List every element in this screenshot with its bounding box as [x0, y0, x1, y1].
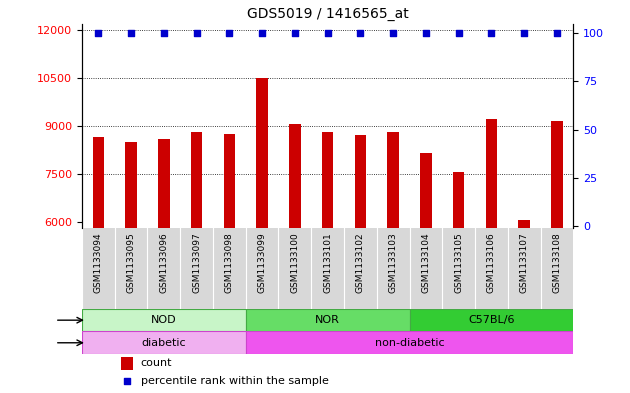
- Bar: [246, 309, 410, 331]
- Text: GSM1133102: GSM1133102: [356, 232, 365, 293]
- Bar: [93, 137, 104, 228]
- Text: GSM1133101: GSM1133101: [323, 232, 332, 293]
- Text: GSM1133097: GSM1133097: [192, 232, 201, 293]
- Point: [93, 30, 103, 36]
- Bar: [410, 309, 573, 331]
- Point: [421, 30, 431, 36]
- Bar: [191, 132, 202, 228]
- Text: GSM1133105: GSM1133105: [454, 232, 463, 293]
- Text: GSM1133104: GSM1133104: [421, 232, 430, 293]
- Text: NOD: NOD: [151, 315, 176, 325]
- Bar: [82, 331, 246, 354]
- Text: GSM1133099: GSM1133099: [258, 232, 266, 293]
- Bar: [322, 132, 333, 228]
- Text: GSM1133094: GSM1133094: [94, 232, 103, 293]
- Point: [323, 30, 333, 36]
- Point: [486, 30, 496, 36]
- Text: percentile rank within the sample: percentile rank within the sample: [141, 376, 329, 386]
- Bar: [518, 220, 530, 228]
- Bar: [121, 356, 134, 370]
- Text: non-diabetic: non-diabetic: [375, 338, 444, 348]
- Point: [454, 30, 464, 36]
- Text: NOR: NOR: [315, 315, 340, 325]
- Text: GSM1133095: GSM1133095: [127, 232, 135, 293]
- Bar: [125, 142, 137, 228]
- Text: GSM1133100: GSM1133100: [290, 232, 299, 293]
- Bar: [289, 124, 301, 228]
- Point: [126, 30, 136, 36]
- Point: [388, 30, 398, 36]
- Bar: [246, 331, 573, 354]
- Text: GSM1133096: GSM1133096: [159, 232, 168, 293]
- Bar: [224, 134, 235, 228]
- Bar: [420, 153, 432, 228]
- Text: GSM1133106: GSM1133106: [487, 232, 496, 293]
- Text: GSM1133103: GSM1133103: [389, 232, 398, 293]
- Bar: [387, 132, 399, 228]
- Text: GSM1133108: GSM1133108: [553, 232, 561, 293]
- Point: [290, 30, 300, 36]
- Bar: [158, 139, 169, 228]
- Text: count: count: [141, 358, 173, 368]
- Text: diabetic: diabetic: [142, 338, 186, 348]
- Text: C57BL/6: C57BL/6: [468, 315, 515, 325]
- Point: [224, 30, 234, 36]
- Bar: [551, 121, 563, 228]
- Point: [552, 30, 562, 36]
- Point: [355, 30, 365, 36]
- Bar: [256, 78, 268, 228]
- Bar: [82, 309, 246, 331]
- Bar: [355, 136, 366, 228]
- Point: [159, 30, 169, 36]
- Text: GSM1133098: GSM1133098: [225, 232, 234, 293]
- Bar: [486, 119, 497, 228]
- Bar: [453, 172, 464, 228]
- Text: GSM1133107: GSM1133107: [520, 232, 529, 293]
- Title: GDS5019 / 1416565_at: GDS5019 / 1416565_at: [247, 7, 408, 21]
- Point: [192, 30, 202, 36]
- Point: [257, 30, 267, 36]
- Point: [122, 378, 132, 384]
- Point: [519, 30, 529, 36]
